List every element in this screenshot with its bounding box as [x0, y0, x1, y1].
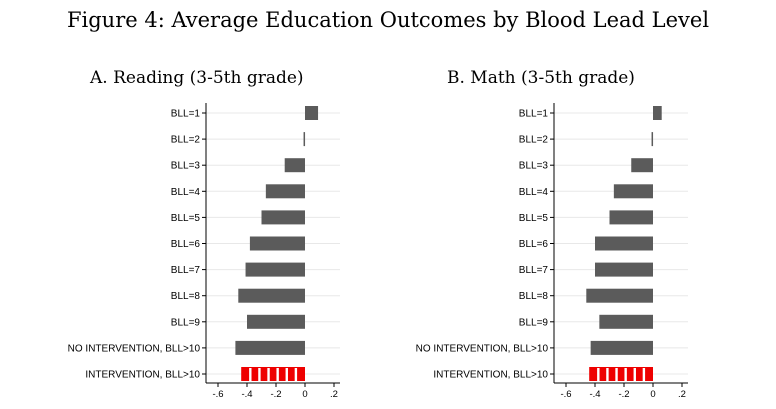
figure-title: Figure 4: Average Education Outcomes by …	[66, 8, 710, 32]
bar	[247, 314, 305, 329]
category-label: NO INTERVENTION, BLL>10	[416, 343, 549, 354]
category-label: BLL=2	[171, 135, 201, 146]
category-label: BLL=4	[171, 187, 201, 198]
bar-stripe	[642, 368, 646, 381]
bar	[245, 262, 305, 277]
bar-stripe	[597, 368, 600, 381]
bar	[586, 288, 653, 303]
panel-b-title: B. Math (3-5th grade)	[447, 68, 635, 88]
panel-a-plot: BLL=1 BLL=2 BLL=3 BLL=4 BLL=5 BLL=6 BLL=7 BLL=8…	[68, 103, 340, 400]
bar	[609, 210, 653, 225]
bar-stripe	[633, 368, 636, 381]
bar	[613, 184, 653, 199]
x-tick-label: -.2	[618, 389, 629, 400]
category-label: BLL=1	[519, 109, 549, 120]
category-label: BLL=9	[171, 317, 201, 328]
bar	[305, 106, 319, 120]
x-tick-label: .2	[678, 389, 686, 400]
category-label: BLL=7	[171, 265, 201, 276]
x-tick-label: -.4	[241, 389, 252, 400]
category-label: BLL=8	[171, 291, 201, 302]
category-label: BLL=5	[519, 213, 549, 224]
category-label: NO INTERVENTION, BLL>10	[68, 343, 201, 354]
category-label: INTERVENTION, BLL>10	[433, 370, 548, 381]
category-label: BLL=7	[519, 265, 549, 276]
bar	[235, 340, 305, 355]
bar-stripe	[606, 368, 609, 381]
category-label: BLL=4	[519, 187, 549, 198]
category-label: BLL=6	[519, 239, 549, 250]
panel-b-plot: BLL=1 BLL=2 BLL=3 BLL=4 BLL=5 BLL=6 BLL=7 BLL=8…	[416, 103, 688, 400]
bar-stripe	[276, 368, 279, 381]
category-label: BLL=5	[171, 213, 201, 224]
bar	[265, 184, 305, 199]
category-label: BLL=3	[171, 161, 201, 172]
x-tick-label: -.6	[212, 389, 223, 400]
bar-stripe	[285, 368, 288, 381]
bar-stripe	[258, 368, 261, 381]
bar-intervention	[241, 367, 305, 381]
bar-stripe	[249, 368, 252, 381]
category-label: INTERVENTION, BLL>10	[85, 370, 200, 381]
bar	[303, 132, 306, 147]
category-label: BLL=8	[519, 291, 549, 302]
bar-intervention	[589, 367, 653, 381]
bar-stripe	[624, 368, 627, 381]
category-label: BLL=3	[519, 161, 549, 172]
bar	[631, 158, 653, 173]
bar	[261, 210, 305, 225]
bar	[651, 132, 654, 147]
x-tick-label: -.4	[589, 389, 600, 400]
x-tick-label: 0	[650, 389, 655, 400]
bar	[653, 106, 662, 120]
bar	[595, 236, 653, 251]
x-tick-label: -.6	[560, 389, 571, 400]
bar	[249, 236, 305, 251]
bar	[595, 262, 653, 277]
x-tick-label: 0	[302, 389, 307, 400]
bar	[590, 340, 653, 355]
bar	[284, 158, 305, 173]
bar	[238, 288, 305, 303]
panel-a-title: A. Reading (3-5th grade)	[90, 68, 304, 88]
x-tick-label: -.2	[270, 389, 281, 400]
bar-stripe	[615, 368, 618, 381]
bar	[599, 314, 653, 329]
bar-stripe	[294, 368, 298, 381]
bar-stripe	[267, 368, 270, 381]
category-label: BLL=1	[171, 109, 201, 120]
category-label: BLL=9	[519, 317, 549, 328]
category-label: BLL=2	[519, 135, 549, 146]
x-tick-label: .2	[330, 389, 338, 400]
category-label: BLL=6	[171, 239, 201, 250]
